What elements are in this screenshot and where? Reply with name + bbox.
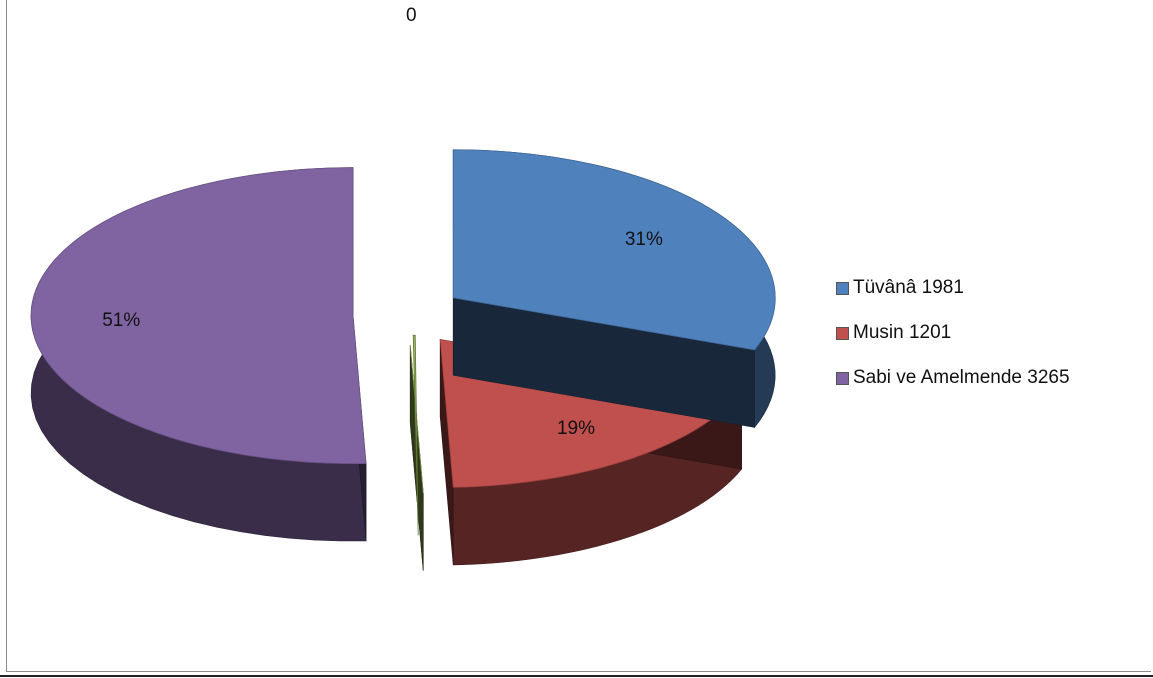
bottom-rule (0, 675, 1153, 677)
legend-swatch-tuvana (836, 281, 849, 295)
legend-swatch-sabi-ve-amelmende (836, 371, 849, 385)
slice-t-v-n-1981 (452, 149, 776, 351)
slice-sabi-ve-amelmende-3265 (30, 167, 367, 465)
data-label-zero: 0 (406, 5, 417, 26)
pie-slices (30, 149, 776, 571)
data-label-sabi-ve-amelmende-3265: 51% (102, 310, 140, 331)
data-label-t-v-n-1981: 31% (625, 229, 663, 250)
legend-label-tuvana: Tüvânâ 1981 (853, 277, 964, 298)
legend-item-tuvana: Tüvânâ 1981 (836, 276, 1070, 300)
slice-zero-sliver (412, 334, 419, 536)
legend-item-sabi-ve-amelmende: Sabi ve Amelmende 3265 (836, 366, 1070, 390)
legend-label-sabi-ve-amelmende: Sabi ve Amelmende 3265 (853, 367, 1070, 388)
legend: Tüvânâ 1981 Musin 1201 Sabi ve Amelmende… (836, 276, 1070, 411)
chart-frame (6, 0, 1151, 672)
pie-data-labels: 51% 0 19% 31% (102, 5, 663, 439)
data-label-musin-1201: 19% (557, 418, 595, 439)
legend-item-musin: Musin 1201 (836, 321, 1070, 345)
legend-label-musin: Musin 1201 (853, 322, 952, 343)
legend-swatch-musin (836, 326, 849, 340)
